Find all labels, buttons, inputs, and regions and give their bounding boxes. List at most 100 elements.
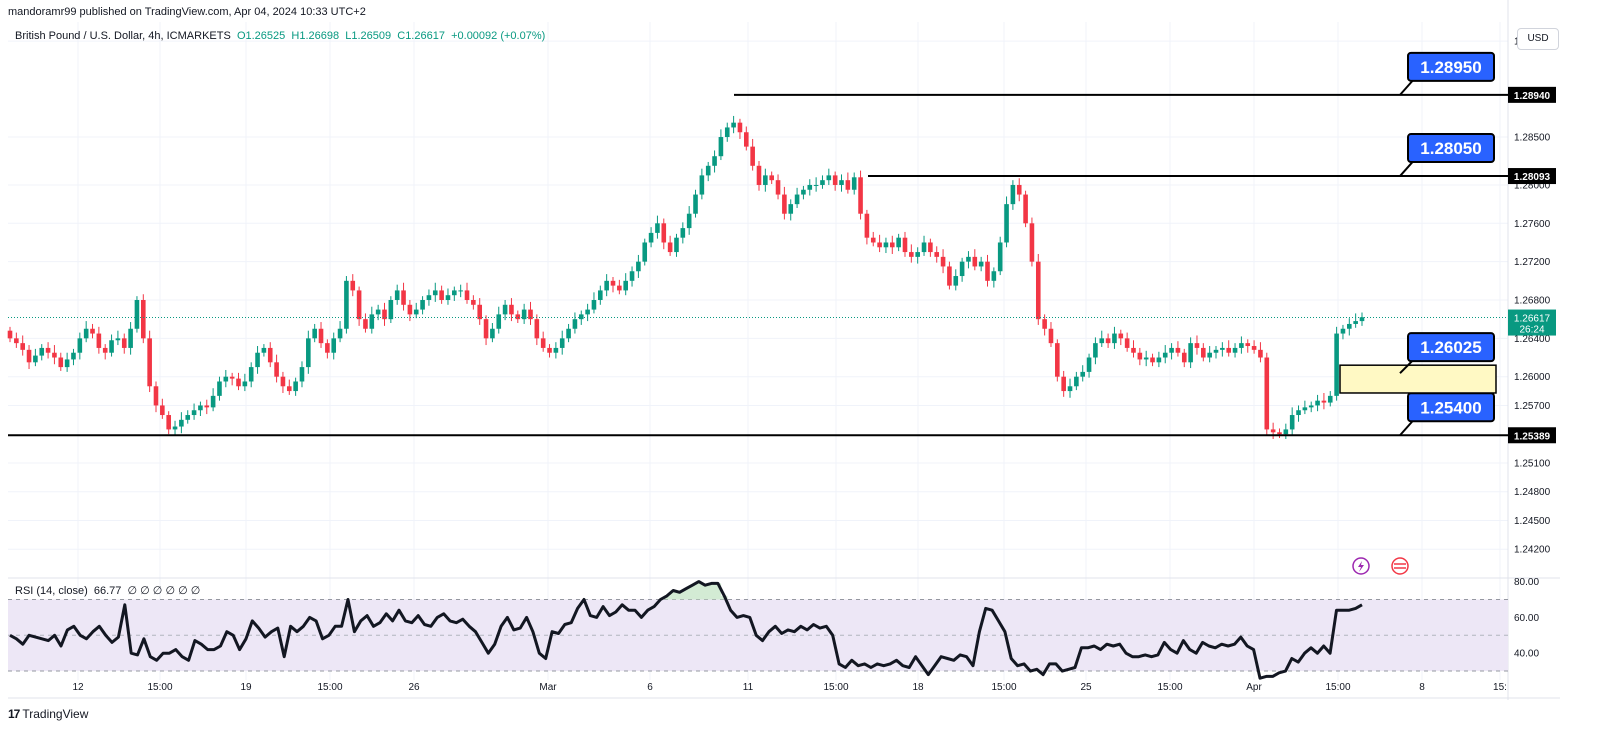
candle-body [1016,184,1022,195]
candle-body [382,309,387,320]
candle-body [128,328,133,348]
candle-body [1232,347,1238,353]
candle-body [674,237,679,253]
candle-body [293,381,298,392]
candle-body [1340,328,1346,334]
candle-body [578,314,584,320]
candle-body [934,252,940,257]
symbol-name[interactable]: British Pound / U.S. Dollar, 4h, ICMARKE… [15,30,231,42]
candle-body [794,194,800,205]
candle-body [1093,343,1098,358]
candle-body [1308,405,1314,408]
y-tick-label: 1.27200 [1514,257,1551,268]
candle-body [839,180,844,185]
candle-body [801,189,806,195]
y-tick-label: 1.26800 [1514,296,1551,307]
candle-body [877,242,882,248]
candle-body [928,242,933,253]
candle-body [864,213,870,238]
candle-body [604,280,609,291]
rsi-line[interactable] [9,580,1363,680]
candle-body [515,314,521,320]
rsi-legend: RSI (14, close) 66.77 ∅ ∅ ∅ ∅ ∅ ∅ [15,584,200,597]
candle-body [744,132,749,147]
candle-body [1327,395,1333,403]
candle-body [1175,347,1181,353]
tradingview-logo[interactable]: 17 TradingView [8,707,88,721]
candle-body [826,175,832,181]
candle-body [966,256,971,262]
x-tick-label: Mar [539,682,557,693]
y-tick-label: 1.24800 [1514,487,1551,498]
y-tick-label: 1.27600 [1514,219,1551,230]
candle-body [1264,357,1270,430]
candle-body [1162,352,1168,358]
candle-body [540,338,546,348]
candle-body [712,156,717,166]
candle-body [636,261,641,272]
candle-body [705,165,711,176]
x-tick-label: 6 [647,682,653,693]
candle-body [1321,400,1327,403]
callout-box[interactable] [1407,51,1495,82]
candle-body [452,290,457,296]
currency-button[interactable]: USD [1517,28,1559,50]
candle-body [90,328,95,334]
callout-box[interactable] [1407,133,1495,164]
candle-body [1194,343,1200,348]
rsi-y-tick-label: 40.00 [1514,649,1539,660]
candle-body [255,352,260,368]
candle-body [210,395,216,408]
candle-body [1296,410,1301,416]
candle-body [179,419,184,427]
candle-body [610,280,616,286]
candle-body [1334,333,1339,396]
candle-body [401,290,406,305]
candle-body [598,290,603,300]
candle-body [318,328,324,344]
candle-body [267,347,273,363]
candle-body [96,333,102,348]
candle-body [947,266,952,286]
candle-body [1207,352,1212,358]
candle-body [1048,328,1054,344]
candle-body [14,338,19,344]
candle-body [763,175,768,185]
x-tick-label: 8 [1419,682,1425,693]
candle-body [1004,204,1009,243]
candle-body [1055,343,1060,377]
level-price-label: 1.28093 [1514,172,1551,183]
candle-body [356,290,362,320]
candle-body [940,256,946,267]
candle-body [1315,400,1320,406]
candle-body [64,359,70,368]
rsi-overbought-fill [663,581,728,600]
candle-body [344,280,349,329]
candle-body [1289,415,1295,430]
candle-body [153,386,159,406]
support-zone[interactable] [1339,364,1497,394]
x-tick-label: Apr [1246,682,1262,693]
candle-body [490,328,495,339]
candle-body [185,415,191,420]
candle-body [870,237,876,243]
candle-body [1156,357,1162,363]
x-tick-label: 15:00 [1325,682,1350,693]
publisher-line: mandoramr99 published on TradingView.com… [8,6,366,18]
candle-body [280,376,286,387]
candle-body [858,177,863,214]
candle-body [724,127,730,138]
candle-body [1258,349,1263,358]
us-flag-event-icon[interactable] [1391,557,1409,575]
candle-body [172,426,178,430]
candle-body [1283,429,1289,435]
candle-body [566,328,571,339]
candle-body [782,194,787,214]
candle-body [407,304,413,315]
candle-body [394,290,400,300]
candle-body [889,242,895,248]
candle-body [921,242,927,253]
callout-box[interactable] [1407,332,1495,363]
rsi-name[interactable]: RSI (14, close) [15,585,88,597]
